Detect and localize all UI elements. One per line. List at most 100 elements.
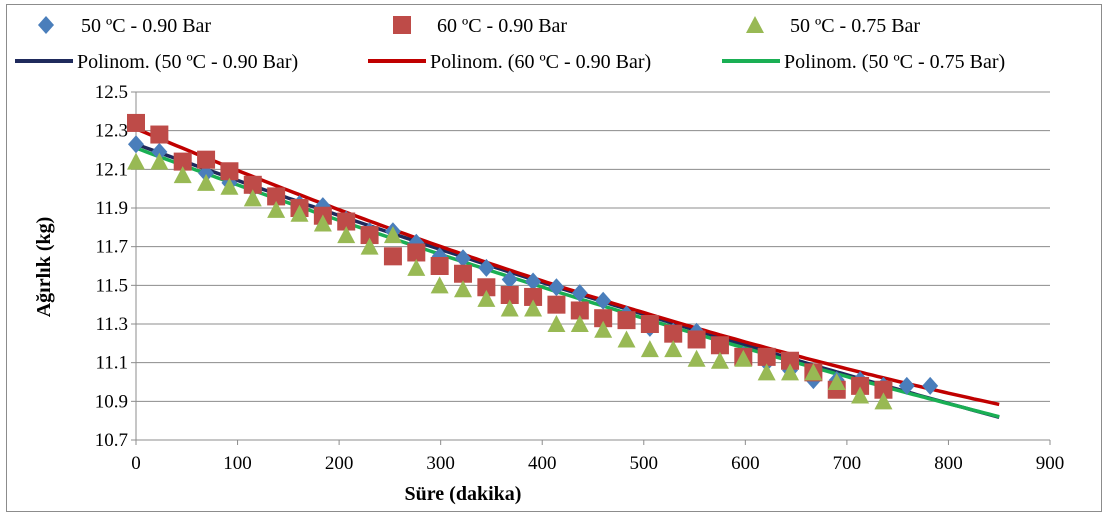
data-point-series-2 xyxy=(150,125,169,144)
x-tick-label: 300 xyxy=(426,453,455,474)
data-point-series-2 xyxy=(594,309,613,328)
data-point-series-1 xyxy=(571,284,588,303)
x-axis-title: Süre (dakika) xyxy=(405,483,522,505)
x-tick-label: 900 xyxy=(1036,453,1065,474)
x-tick-label: 400 xyxy=(528,453,557,474)
x-tick-label: 100 xyxy=(223,453,252,474)
data-point-series-2 xyxy=(687,330,706,349)
data-point-series-2 xyxy=(874,380,893,399)
y-tick-label: 11.1 xyxy=(95,353,128,374)
y-tick-label: 11.5 xyxy=(95,275,128,296)
data-point-series-3 xyxy=(734,349,753,367)
data-point-series-2 xyxy=(500,286,519,304)
data-point-series-2 xyxy=(127,113,145,132)
data-point-series-1 xyxy=(478,258,495,277)
data-point-series-1 xyxy=(128,135,144,154)
data-point-series-3 xyxy=(617,330,636,348)
data-point-series-1 xyxy=(501,270,518,289)
data-point-series-3 xyxy=(383,226,402,244)
data-point-series-2 xyxy=(664,324,683,343)
legend-label-series-2: 60 ºC - 0.90 Bar xyxy=(437,15,567,37)
legend: 50 ºC - 0.90 Bar 60 ºC - 0.90 Bar 50 ºC - … xyxy=(15,15,1005,73)
data-point-series-3 xyxy=(664,340,683,358)
data-point-series-2 xyxy=(173,152,192,171)
data-point-series-2 xyxy=(477,278,496,297)
data-point-series-3 xyxy=(150,152,169,170)
data-point-series-2 xyxy=(781,351,800,370)
data-point-series-1 xyxy=(548,278,565,297)
data-point-series-2 xyxy=(197,150,216,169)
data-point-series-2 xyxy=(851,376,870,395)
x-tick-label: 700 xyxy=(833,453,862,474)
y-tick-label: 12.3 xyxy=(95,121,128,142)
y-tick-label: 12.5 xyxy=(95,82,128,103)
data-points xyxy=(127,113,939,410)
data-point-series-1 xyxy=(525,272,542,291)
data-point-series-3 xyxy=(220,177,239,195)
data-point-series-2 xyxy=(267,187,286,206)
data-point-series-2 xyxy=(524,287,543,306)
data-point-series-3 xyxy=(197,173,216,191)
legend-label-trend-1: Polinom. (50 ºC - 0.90 Bar) xyxy=(77,51,298,73)
data-point-series-1 xyxy=(922,376,939,395)
trendlines xyxy=(135,127,1000,419)
y-tick-label: 11.3 xyxy=(95,314,128,335)
gridlines xyxy=(136,91,1050,441)
data-point-series-2 xyxy=(360,226,379,245)
data-point-series-3 xyxy=(687,349,706,367)
y-tick-label: 10.7 xyxy=(95,430,128,451)
chart-frame: 10.7 10.9 11.1 11.3 11.5 11.7 11.9 12.1 12.3 12.5… xyxy=(6,4,1102,512)
data-point-series-2 xyxy=(640,315,659,333)
data-point-series-3 xyxy=(127,152,145,170)
data-point-series-2 xyxy=(710,336,729,355)
data-point-series-1 xyxy=(198,164,215,183)
trendline-2 xyxy=(135,127,1000,407)
data-point-series-2 xyxy=(570,301,589,320)
x-tick-label: 800 xyxy=(934,453,963,474)
data-point-series-3 xyxy=(851,386,870,404)
data-point-series-2 xyxy=(430,257,449,275)
legend-label-series-1: 50 ºC - 0.90 Bar xyxy=(81,15,211,37)
data-point-series-2 xyxy=(337,212,356,231)
data-point-series-3 xyxy=(757,363,776,381)
data-point-series-3 xyxy=(874,392,893,410)
data-point-series-3 xyxy=(430,276,449,294)
data-point-series-3 xyxy=(524,299,543,317)
data-point-series-1 xyxy=(431,247,448,266)
data-point-series-3 xyxy=(804,363,823,381)
data-point-series-3 xyxy=(173,166,192,184)
x-tick-label: 0 xyxy=(131,453,141,474)
data-point-series-2 xyxy=(243,175,262,194)
y-axis-title: Ağırlık (kg) xyxy=(33,217,55,318)
y-tick-label: 11.7 xyxy=(95,237,128,258)
axes: 10.7 10.9 11.1 11.3 11.5 11.7 11.9 12.1 12.3 12.5… xyxy=(95,82,1065,474)
data-point-series-3 xyxy=(477,289,496,307)
data-point-series-3 xyxy=(360,237,379,255)
data-point-series-3 xyxy=(290,204,309,222)
data-point-series-1 xyxy=(595,291,612,310)
x-tick-label: 500 xyxy=(630,453,659,474)
y-tick-label: 10.9 xyxy=(95,391,128,412)
legend-label-trend-2: Polinom. (60 ºC - 0.90 Bar) xyxy=(430,51,651,73)
data-point-series-3 xyxy=(710,351,729,369)
legend-label-trend-3: Polinom. (50 ºC - 0.75 Bar) xyxy=(784,51,1005,73)
data-point-series-2 xyxy=(757,347,776,366)
data-point-series-3 xyxy=(640,340,659,358)
data-point-series-3 xyxy=(500,299,519,317)
data-point-series-3 xyxy=(454,280,473,298)
data-point-series-2 xyxy=(383,247,402,266)
legend-marker-series-1 xyxy=(38,16,54,34)
data-point-series-1 xyxy=(151,142,168,161)
data-point-series-1 xyxy=(455,249,472,268)
y-tick-label: 12.1 xyxy=(95,159,128,180)
x-tick-label: 200 xyxy=(325,453,354,474)
data-point-series-3 xyxy=(570,315,589,332)
data-point-series-3 xyxy=(407,258,426,276)
data-point-series-3 xyxy=(337,226,356,244)
data-point-series-3 xyxy=(827,373,846,390)
data-point-series-3 xyxy=(313,214,332,232)
legend-marker-series-2 xyxy=(393,16,411,34)
data-point-series-3 xyxy=(267,200,286,218)
data-point-series-1 xyxy=(898,376,915,395)
data-point-series-3 xyxy=(243,189,262,207)
